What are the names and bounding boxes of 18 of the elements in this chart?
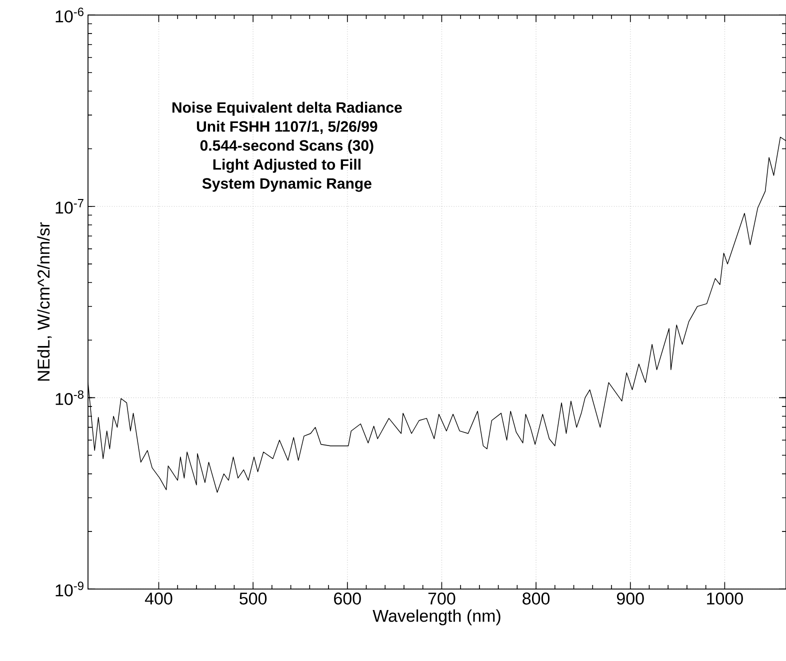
x-tick-label: 500 [240,592,267,605]
x-tick-label: 600 [334,592,361,605]
x-tick-label: 1000 [707,592,743,605]
y-tick-label: 10$^{-8}$ [56,390,84,406]
text: Noise Equivalent delta Radiance [172,102,402,116]
x-tick-label: 900 [616,592,644,605]
y-tick-label: 10$^{-6}$ [56,8,84,22]
annotation: Unit FSHH 1107/1, 5/26/99 [196,120,378,134]
annotation: Light Adjusted to Fill [213,158,360,173]
x-tick-label: 700 [428,592,456,605]
y-tick-label: 10$^{-7}$ [56,199,84,214]
x-tick-label: 400 [144,592,172,605]
y-axis-title: NEdL, W/cm^2/nm/sr [37,222,52,381]
y-tick-label: 10$^{-9}$ [56,582,84,596]
x-tick-label: 800 [522,592,550,605]
annotation: 0.544-second Scans (30) [200,140,374,154]
annotation: System Dynamic Range [202,178,372,192]
x-axis-title: Wavelength (nm) [372,609,500,626]
